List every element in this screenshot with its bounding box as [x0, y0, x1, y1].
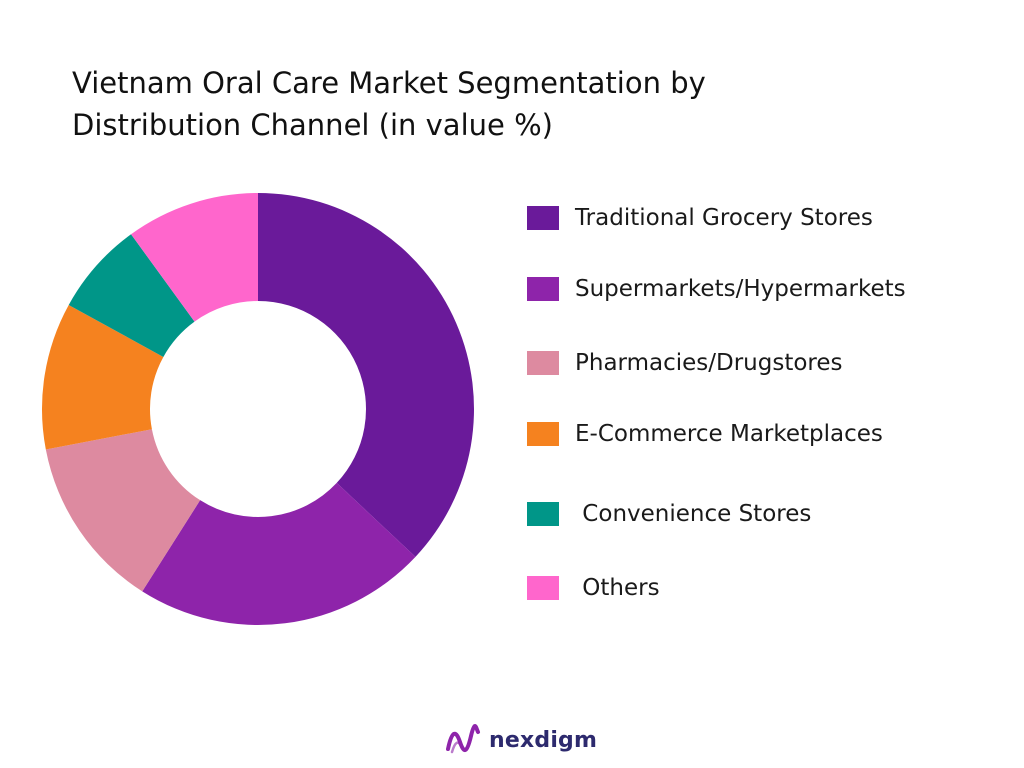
- legend-label: Supermarkets/Hypermarkets: [575, 276, 906, 302]
- legend-item-others: Others: [527, 575, 660, 601]
- legend-label: Traditional Grocery Stores: [575, 205, 873, 231]
- legend-swatch: [527, 351, 559, 375]
- legend-item-supermarkets-hypermarkets: Supermarkets/Hypermarkets: [527, 276, 906, 302]
- donut-slice-traditional-grocery-stores: [258, 193, 474, 557]
- legend-swatch: [527, 206, 559, 230]
- legend-swatch: [527, 277, 559, 301]
- chart-title-line-2: Distribution Channel (in value %): [72, 108, 553, 142]
- donut-slice-pharmacies-drugstores: [45, 429, 201, 592]
- legend-label: Pharmacies/Drugstores: [575, 350, 843, 376]
- donut-slice-others: [131, 193, 258, 322]
- legend-swatch: [527, 576, 559, 600]
- donut-slice-e-commerce-marketplaces: [41, 304, 164, 450]
- legend-swatch: [527, 422, 559, 446]
- chart-title: Vietnam Oral Care Market Segmentation by…: [72, 62, 872, 146]
- logo-wave-mark: [446, 724, 480, 752]
- legend-label: Others: [575, 575, 660, 601]
- logo-wave-accent: [450, 741, 463, 754]
- chart-title-line-1: Vietnam Oral Care Market Segmentation by: [72, 66, 706, 100]
- legend-item-pharmacies-drugstores: Pharmacies/Drugstores: [527, 350, 843, 376]
- brand-logo: nexdigm: [445, 722, 597, 758]
- donut-slice-supermarkets-hypermarkets: [142, 482, 416, 626]
- legend-label: E-Commerce Marketplaces: [575, 421, 883, 447]
- nexdigm-logo-icon: [446, 724, 480, 754]
- legend-item-traditional-grocery-stores: Traditional Grocery Stores: [527, 205, 873, 231]
- legend-item-convenience-stores: Convenience Stores: [527, 501, 811, 527]
- donut-slice-convenience-stores: [68, 234, 195, 357]
- legend-item-e-commerce-marketplaces: E-Commerce Marketplaces: [527, 421, 883, 447]
- brand-name: nexdigm: [489, 727, 598, 753]
- legend-label: Convenience Stores: [575, 501, 812, 527]
- legend-swatch: [527, 502, 559, 526]
